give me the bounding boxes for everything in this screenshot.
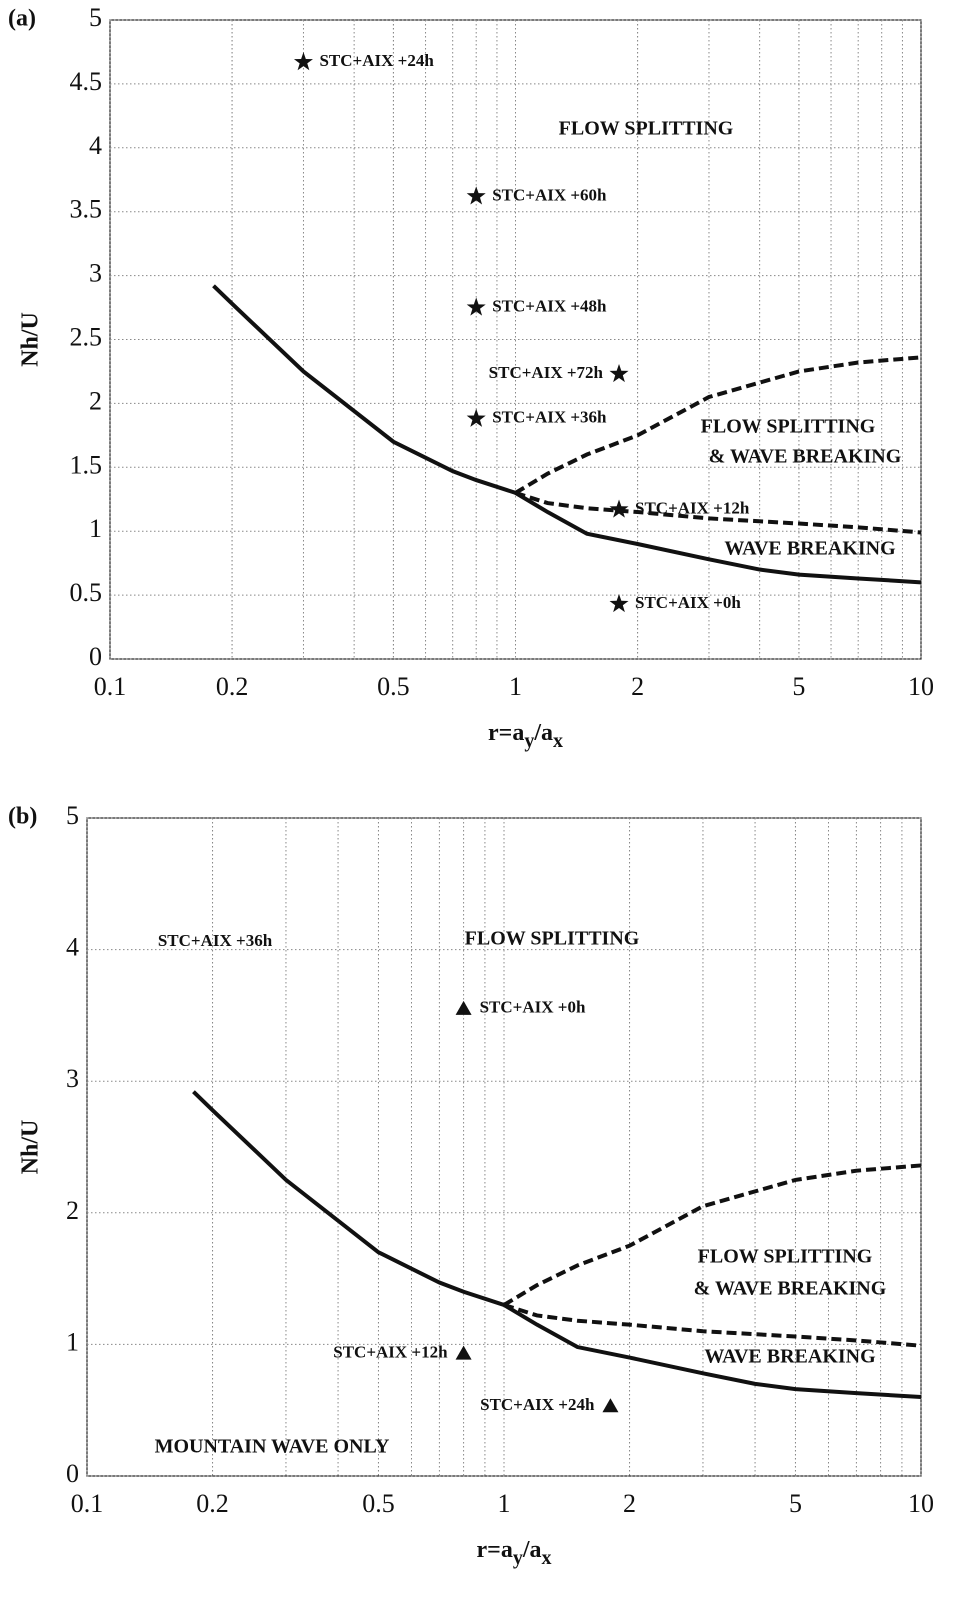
x-tick-label: 2 [631, 672, 644, 701]
x-tick-label: 10 [908, 672, 934, 701]
x-tick-label: 0.1 [71, 1489, 104, 1518]
y-tick-label: 0 [89, 642, 102, 671]
x-tick-label: 5 [792, 672, 805, 701]
x-axis-label: r=ay/ax [488, 720, 563, 752]
x-axis-label-part: r=a [477, 1537, 513, 1563]
y-tick-label: 0.5 [70, 578, 103, 607]
star-marker [466, 186, 486, 205]
triangle-marker [455, 1000, 472, 1015]
point-label: STC+AIX +0h [480, 998, 586, 1017]
point-label: STC+AIX +60h [492, 185, 607, 204]
point-label: STC+AIX +24h [319, 51, 434, 70]
y-tick-label: 3 [66, 1064, 79, 1093]
y-tick-label: 5 [66, 801, 79, 830]
region-label: MOUNTAIN WAVE ONLY [155, 1436, 390, 1458]
y-tick-label: 5 [89, 3, 102, 32]
star-marker [609, 594, 629, 613]
x-tick-label: 0.2 [196, 1489, 229, 1518]
x-axis-label-part: x [553, 730, 563, 752]
x-axis-label-part: r=a [488, 720, 524, 746]
y-tick-label: 2 [66, 1196, 79, 1225]
y-tick-label: 1 [89, 514, 102, 543]
region-label: FLOW SPLITTING [465, 928, 640, 950]
point-label: STC+AIX +12h [635, 498, 750, 517]
x-axis-label-part: y [524, 730, 534, 752]
star-marker [609, 499, 629, 518]
triangle-marker [455, 1345, 472, 1360]
y-tick-label: 2.5 [70, 322, 103, 351]
point-label: STC+AIX +72h [489, 363, 604, 382]
x-axis-label-part: /a [522, 1537, 542, 1563]
y-tick-label: 4 [66, 933, 79, 962]
y-tick-label: 3 [89, 259, 102, 288]
point-label: STC+AIX +0h [635, 593, 741, 612]
panel-label: (b) [8, 804, 37, 830]
x-tick-label: 0.5 [362, 1489, 395, 1518]
x-axis-label-part: x [542, 1547, 552, 1569]
star-marker [293, 52, 313, 71]
star-marker [466, 297, 486, 316]
boundary-curve [212, 284, 922, 585]
y-tick-label: 4.5 [70, 67, 103, 96]
region-label: FLOW SPLITTING [698, 1246, 873, 1268]
star-marker [609, 364, 629, 383]
point-label: STC+AIX +36h [492, 408, 607, 427]
star-marker [466, 408, 486, 427]
region-label: STC+AIX +36h [158, 931, 273, 950]
point-label: STC+AIX +48h [492, 296, 607, 315]
boundary-curve [192, 1090, 922, 1400]
x-tick-label: 5 [789, 1489, 802, 1518]
panel-label: (a) [8, 6, 36, 32]
y-tick-label: 3.5 [70, 195, 103, 224]
region-label: WAVE BREAKING [724, 538, 896, 560]
boundary-curve [502, 1163, 922, 1307]
x-tick-label: 1 [509, 672, 522, 701]
x-axis-label-part: /a [533, 720, 553, 746]
point-label: STC+AIX +24h [480, 1395, 595, 1414]
region-label: WAVE BREAKING [704, 1346, 876, 1368]
x-tick-label: 10 [908, 1489, 934, 1518]
x-tick-label: 0.1 [94, 672, 127, 701]
y-tick-label: 2 [89, 386, 102, 415]
region-label: FLOW SPLITTING [701, 416, 876, 438]
y-tick-label: 1 [66, 1327, 79, 1356]
y-tick-label: 4 [89, 131, 102, 160]
y-tick-label: 1.5 [70, 450, 103, 479]
y-axis-label: Nh/U [18, 312, 44, 367]
region-label: & WAVE BREAKING [694, 1278, 887, 1300]
x-tick-label: 0.2 [216, 672, 249, 701]
x-axis-label: r=ay/ax [477, 1537, 552, 1569]
boundary-curve [514, 490, 922, 535]
point-label: STC+AIX +12h [333, 1343, 448, 1362]
region-label: FLOW SPLITTING [559, 118, 734, 140]
x-tick-label: 2 [623, 1489, 636, 1518]
y-tick-label: 0 [66, 1459, 79, 1488]
region-label: & WAVE BREAKING [709, 446, 902, 468]
y-axis-label: Nh/U [18, 1120, 44, 1175]
x-axis-label-part: y [513, 1547, 523, 1569]
x-tick-label: 1 [498, 1489, 511, 1518]
x-tick-label: 0.5 [377, 672, 410, 701]
triangle-marker [602, 1398, 619, 1413]
